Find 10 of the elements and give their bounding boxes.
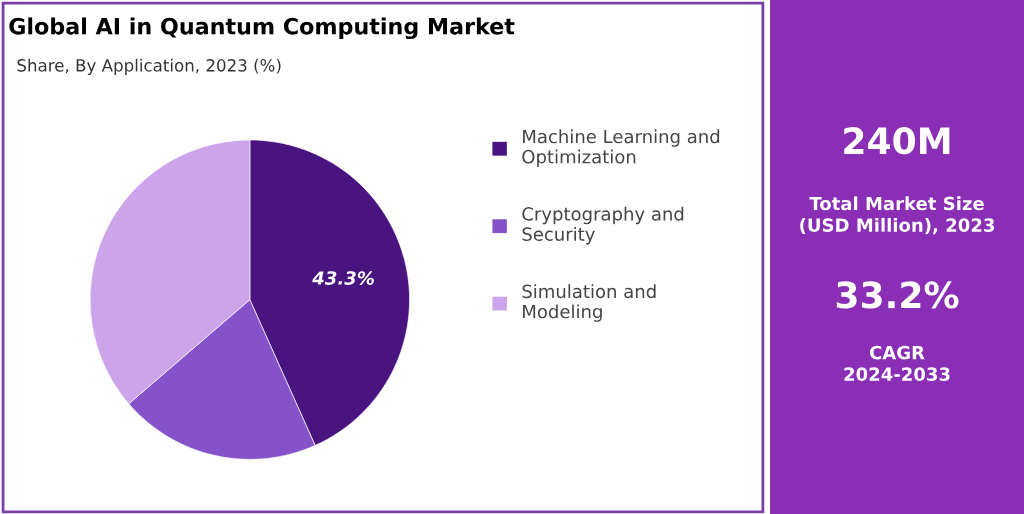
data-label: 43.3%: [312, 271, 374, 285]
legend-label: Simulation and Modeling: [522, 284, 656, 322]
legend-label: Machine Learning and Optimization: [522, 129, 720, 168]
text: Total Market Size (USD Million), 2023: [800, 196, 994, 235]
text: CAGR 2024-2033: [844, 345, 950, 381]
chart-title: Global AI in Quantum Computing Market: [9, 17, 515, 40]
text: 33.2%: [836, 281, 959, 309]
legend-label: Cryptography and Security: [522, 206, 684, 245]
chart-subtitle: Share, By Application, 2023 (%): [17, 58, 281, 75]
text: 240M: [844, 127, 950, 155]
